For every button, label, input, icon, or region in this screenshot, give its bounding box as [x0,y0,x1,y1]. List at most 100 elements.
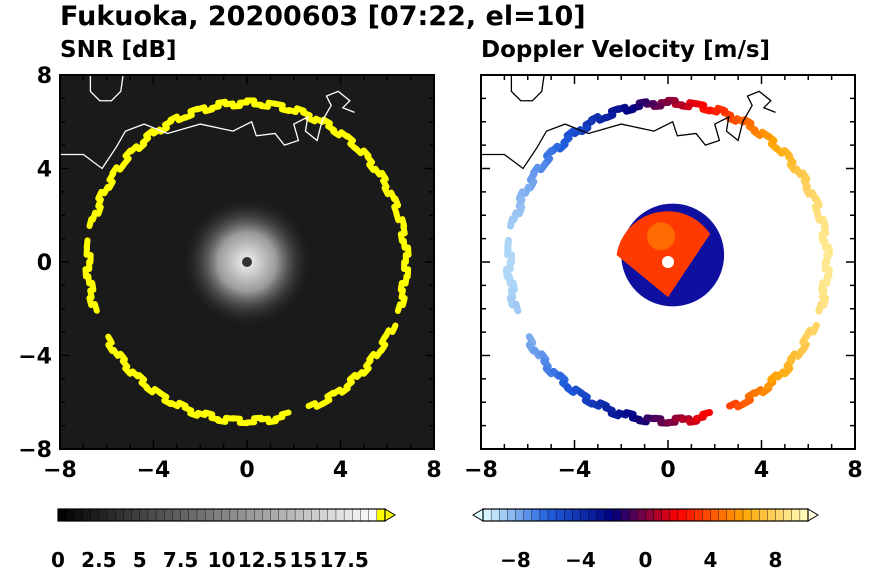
colorbar-extend-max [384,508,396,522]
x-tick-label: 4 [754,458,769,483]
ring-echo-segment [399,294,408,309]
ring-echo-segment [678,415,693,423]
ring-echo-segment [122,147,134,159]
ring-echo-segment [366,161,377,174]
ring-echo-segment [320,397,333,407]
ring-echo-segment [556,371,569,384]
colorbar-cell [791,508,801,522]
colorbar-cell [775,508,785,522]
colorbar-cell [213,508,223,522]
x-tick-label: −4 [558,458,592,483]
colorbar-cell [327,508,337,522]
ring-echo-segment [116,161,128,173]
ring-echo-segment [781,364,794,378]
colorbar-tick-label: 10 [208,548,236,570]
colorbar-cell [131,508,141,522]
colorbar-cell [172,508,182,522]
ring-echo-segment [811,203,822,217]
colorbar-cell [564,508,574,522]
ring-echo-segment [86,294,95,309]
colorbar: 0 2.5 5 7.5 10 12.5 15 17.5 [51,508,396,570]
colorbar-cell [759,508,769,522]
ring-echo-segment [808,189,819,203]
colorbar-cell [319,508,329,522]
plot-area [60,75,434,449]
colorbar-cell [612,508,622,522]
colorbar-tick-label: −8 [500,548,531,570]
colorbar-cell [799,508,809,522]
colorbar-cell [237,508,247,522]
x-tick-label: 0 [239,458,254,483]
ring-echo-segment [110,346,121,359]
coastline [481,90,776,170]
colorbar: −8 −4 0 4 8 [472,508,819,570]
colorbar-cell [196,508,206,522]
ring-echo-segment [86,216,95,230]
colorbar-cell [539,508,549,522]
plot-area [481,75,855,449]
ring-echo-segment [325,123,338,134]
colorbar-cell [515,508,525,522]
colorbar-cell [572,508,582,522]
ring-echo-segment [143,385,156,396]
ring-echo-segment [278,409,292,418]
ring-echo-segment [382,327,392,340]
colorbar-cell [694,508,704,522]
ring-echo-segment [725,114,740,125]
ring-echo-segment [161,118,175,128]
colorbar-cell [645,508,655,522]
velocity-core-peak [646,222,675,251]
colorbar-tick-label: 0 [51,548,65,570]
ring-echo-segment [397,279,405,293]
colorbar-cell [221,508,231,522]
colorbar-cell [507,508,517,522]
ring-echo-segment [786,350,799,364]
radar-site [242,257,252,267]
colorbar-cell [262,508,272,522]
colorbar-cell [360,508,370,522]
ring-echo-segment [346,371,358,383]
colorbar-cell [710,508,720,522]
ring-echo-segment [726,399,740,410]
colorbar-cell [734,508,744,522]
colorbar-extend-min [472,508,484,522]
colorbar-cell [311,508,321,522]
colorbar-tick-label: −4 [565,548,596,570]
colorbar-cell [204,508,215,522]
ring-echo-segment [745,122,759,134]
ring-echo-segment [91,300,100,314]
ring-echo-segment [202,106,216,115]
ring-echo-segment [596,113,610,124]
colorbar-cell [352,508,362,522]
ring-echo-segment [397,231,405,245]
ring-echo-segment [136,141,148,153]
colorbar-cell [767,508,777,522]
ring-echo-segment [521,183,533,197]
colorbar-cell [180,508,190,522]
ring-echo-segment [202,409,216,418]
ring-echo-segment [101,183,111,197]
colorbar-cell [677,508,687,522]
ring-echo-segment [89,279,97,293]
ring-echo-segment [85,273,93,287]
colorbar-cell [555,508,565,522]
colorbar-cell [669,508,679,522]
colorbar-cell [123,508,133,522]
colorbar-cell [90,508,100,522]
colorbar-cell [629,508,639,522]
ring-echo-segment [751,386,765,398]
colorbar-cell [368,508,378,522]
ring-echo-segment [758,128,772,141]
ring-echo-segment [378,169,389,183]
ring-echo-segment [818,279,827,294]
y-tick-label: 4 [37,158,52,183]
ring-echo-segment [781,146,794,160]
ring-echo-segment [157,390,170,400]
ring-echo-segment [347,140,359,152]
colorbar-cell [547,508,557,522]
ring-echo-segment [699,105,714,115]
ring-echo-segment [389,322,399,336]
ring-echo-segment [686,99,701,108]
ring-echo-segment [767,140,780,153]
